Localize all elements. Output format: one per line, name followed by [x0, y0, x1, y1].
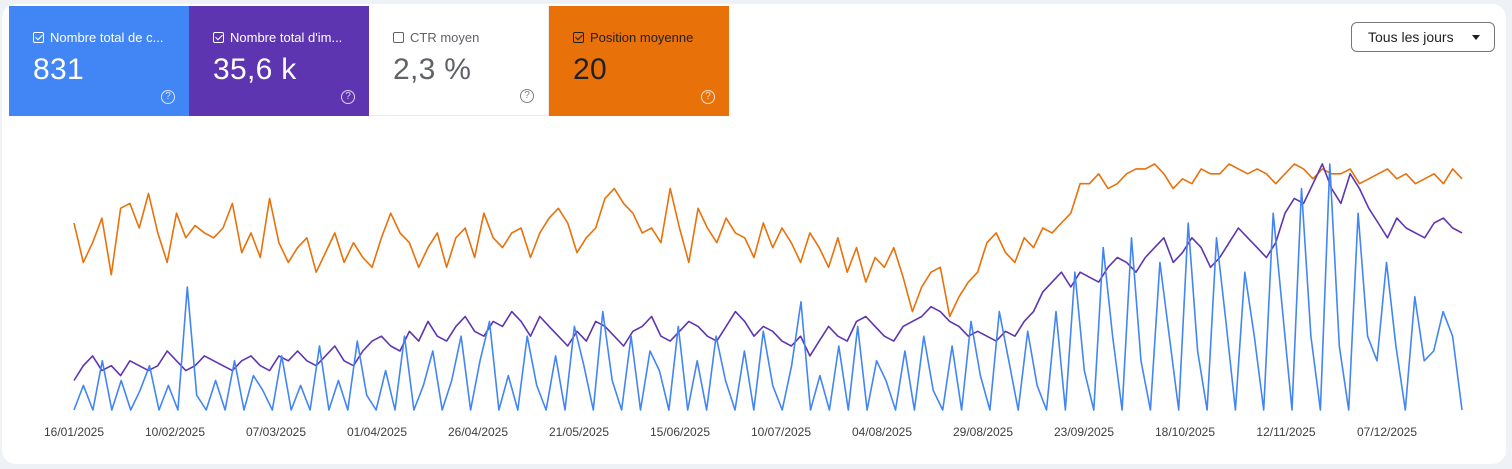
- metric-position-value: 20: [573, 53, 607, 86]
- chevron-down-icon: [1472, 35, 1480, 40]
- metric-ctr[interactable]: CTR moyen 2,3 % ?: [369, 6, 549, 116]
- checkbox-checked-icon[interactable]: [573, 32, 584, 43]
- help-icon[interactable]: ?: [161, 90, 175, 104]
- x-tick-label: 15/06/2025: [650, 425, 710, 439]
- metric-position[interactable]: Position moyenne 20 ?: [549, 6, 729, 116]
- help-icon[interactable]: ?: [520, 89, 534, 103]
- series-line-0: [73, 163, 1463, 318]
- checkbox-checked-icon[interactable]: [33, 32, 44, 43]
- x-tick-label: 01/04/2025: [347, 425, 407, 439]
- metric-clicks[interactable]: Nombre total de c... 831 ?: [9, 6, 189, 116]
- metric-position-header: Position moyenne: [573, 30, 723, 45]
- x-tick-label: 07/12/2025: [1357, 425, 1417, 439]
- checkbox-unchecked-icon[interactable]: [393, 32, 404, 43]
- metric-clicks-header: Nombre total de c...: [33, 30, 183, 45]
- metric-impressions-value: 35,6 k: [213, 53, 297, 86]
- x-tick-label: 10/07/2025: [751, 425, 811, 439]
- metric-impressions[interactable]: Nombre total d'im... 35,6 k ?: [189, 6, 369, 116]
- series-line-2: [73, 163, 1463, 411]
- checkbox-checked-icon[interactable]: [213, 32, 224, 43]
- x-tick-label: 16/01/2025: [44, 425, 104, 439]
- metric-ctr-value: 2,3 %: [393, 53, 472, 86]
- series-line-1: [73, 163, 1463, 381]
- performance-card: Nombre total de c... 831 ? Nombre total …: [2, 4, 1506, 464]
- metric-ctr-header: CTR moyen: [393, 30, 543, 45]
- performance-chart: 16/01/2025 10/02/2025 07/03/2025 01/04/2025…: [44, 163, 1463, 439]
- x-tick-label: 29/08/2025: [953, 425, 1013, 439]
- x-tick-label: 10/02/2025: [145, 425, 205, 439]
- x-tick-label: 23/09/2025: [1054, 425, 1114, 439]
- help-icon[interactable]: ?: [341, 90, 355, 104]
- x-tick-label: 12/11/2025: [1256, 425, 1315, 439]
- x-tick-label: 26/04/2025: [448, 425, 508, 439]
- x-tick-label: 18/10/2025: [1155, 425, 1215, 439]
- x-tick-label: 04/08/2025: [852, 425, 912, 439]
- x-tick-label: 07/03/2025: [246, 425, 306, 439]
- help-icon[interactable]: ?: [701, 90, 715, 104]
- metric-clicks-value: 831: [33, 53, 84, 86]
- metric-impressions-header: Nombre total d'im...: [213, 30, 363, 45]
- x-tick-label: 21/05/2025: [549, 425, 609, 439]
- date-granularity-label: Tous les jours: [1368, 29, 1454, 45]
- date-granularity-select[interactable]: Tous les jours: [1351, 22, 1495, 52]
